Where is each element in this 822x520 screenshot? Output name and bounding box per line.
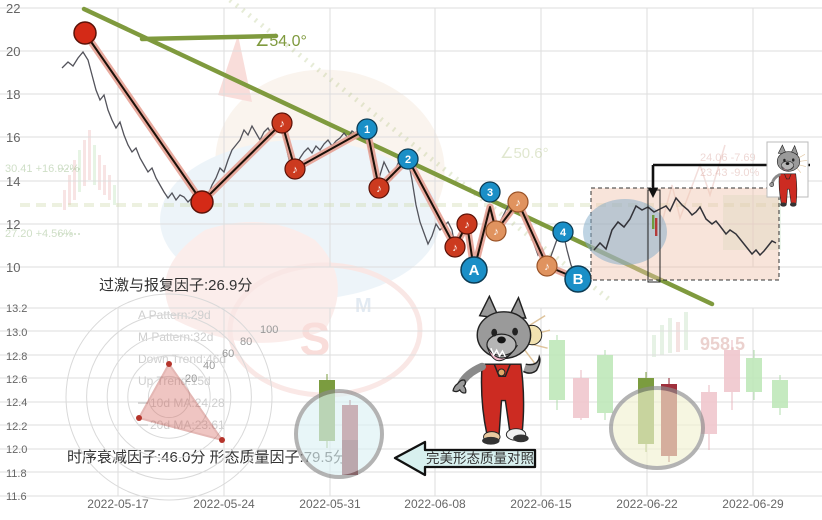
svg-text:♪: ♪ bbox=[493, 226, 499, 238]
svg-text:1: 1 bbox=[364, 124, 370, 136]
svg-text:S: S bbox=[300, 313, 331, 365]
svg-text:∠54.0°: ∠54.0° bbox=[255, 33, 307, 50]
svg-text:16: 16 bbox=[6, 130, 20, 145]
svg-text:14: 14 bbox=[6, 174, 20, 189]
svg-text:12.6: 12.6 bbox=[6, 374, 27, 386]
svg-text:2022-05-31: 2022-05-31 bbox=[299, 497, 361, 511]
svg-text:3: 3 bbox=[487, 187, 493, 199]
svg-text:13.2: 13.2 bbox=[6, 303, 27, 315]
svg-text:M: M bbox=[355, 295, 372, 317]
svg-text:M Pattern:32d: M Pattern:32d bbox=[138, 330, 213, 344]
svg-text:12.2: 12.2 bbox=[6, 421, 27, 433]
svg-text:20: 20 bbox=[185, 373, 197, 385]
svg-text:10: 10 bbox=[6, 260, 20, 275]
svg-text:80: 80 bbox=[240, 336, 252, 348]
svg-text:♪: ♪ bbox=[292, 164, 298, 176]
svg-text:12.4: 12.4 bbox=[6, 397, 27, 409]
svg-text:60: 60 bbox=[222, 348, 234, 360]
svg-text:11.6: 11.6 bbox=[6, 491, 27, 503]
svg-text:11.8: 11.8 bbox=[6, 468, 27, 480]
svg-text:20: 20 bbox=[6, 44, 20, 59]
svg-text:22: 22 bbox=[6, 1, 20, 16]
svg-text:2022-06-15: 2022-06-15 bbox=[510, 497, 572, 511]
svg-text:12.8: 12.8 bbox=[6, 351, 27, 363]
svg-text:12: 12 bbox=[6, 217, 20, 232]
svg-text:13.0: 13.0 bbox=[6, 327, 27, 339]
svg-text:♪: ♪ bbox=[376, 183, 382, 195]
svg-text:B: B bbox=[573, 271, 584, 288]
svg-text:18: 18 bbox=[6, 87, 20, 102]
svg-text:完美形态质量对照: 完美形态质量对照 bbox=[426, 451, 534, 466]
svg-text:2022-06-29: 2022-06-29 bbox=[722, 497, 784, 511]
svg-text:∠50.6°: ∠50.6° bbox=[500, 145, 549, 162]
svg-text:♪: ♪ bbox=[544, 261, 550, 273]
svg-text:100: 100 bbox=[260, 324, 278, 336]
svg-text:A: A bbox=[469, 262, 480, 279]
svg-text:2022-05-17: 2022-05-17 bbox=[87, 497, 149, 511]
svg-text:♪: ♪ bbox=[464, 219, 470, 231]
svg-text:2: 2 bbox=[405, 154, 411, 166]
svg-text:2022-06-08: 2022-06-08 bbox=[404, 497, 466, 511]
svg-text:♪: ♪ bbox=[515, 197, 521, 209]
svg-text:24.06 -7.69: 24.06 -7.69 bbox=[700, 152, 756, 164]
svg-text:2022-05-24: 2022-05-24 bbox=[193, 497, 255, 511]
svg-text:4: 4 bbox=[560, 227, 567, 239]
svg-text:23.43 -9.0%: 23.43 -9.0% bbox=[700, 167, 760, 179]
svg-text:过激与报复因子:26.9分: 过激与报复因子:26.9分 bbox=[99, 276, 252, 294]
svg-text:2022-06-22: 2022-06-22 bbox=[616, 497, 678, 511]
svg-text:♪: ♪ bbox=[279, 118, 285, 130]
svg-text:12.0: 12.0 bbox=[6, 444, 27, 456]
svg-text:♪: ♪ bbox=[452, 242, 458, 254]
svg-text:40: 40 bbox=[203, 360, 215, 372]
